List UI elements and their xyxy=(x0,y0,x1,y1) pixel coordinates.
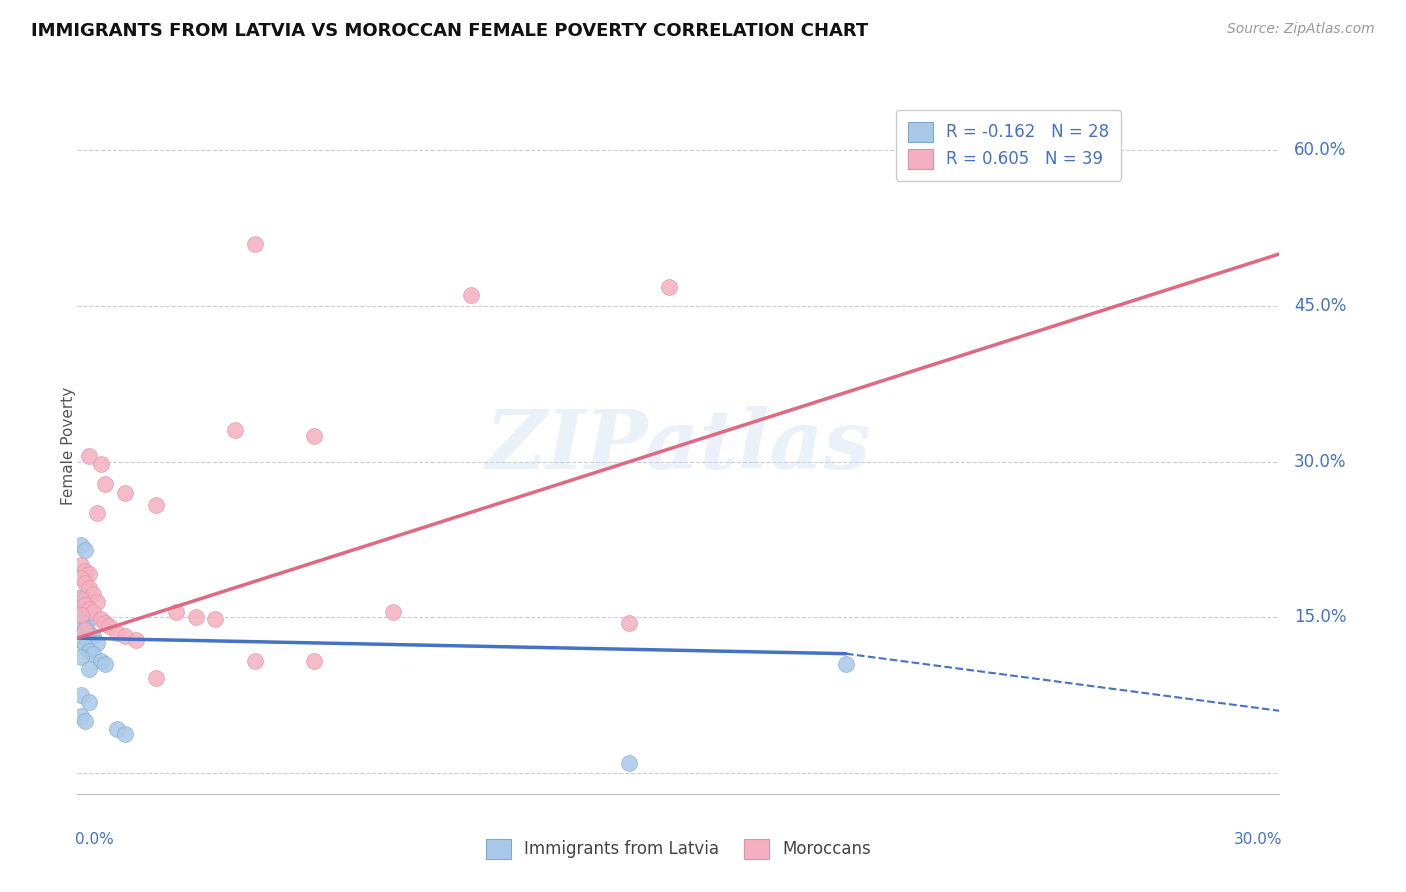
Point xyxy=(243,236,266,251)
Point xyxy=(75,640,97,654)
Text: 30.0%: 30.0% xyxy=(1233,832,1282,847)
Point xyxy=(94,657,117,671)
Point xyxy=(77,450,100,464)
Point xyxy=(302,428,325,442)
Point xyxy=(114,726,136,740)
Point xyxy=(302,654,325,668)
Point xyxy=(86,595,108,609)
Point xyxy=(70,605,93,619)
Point xyxy=(90,654,112,668)
Text: IMMIGRANTS FROM LATVIA VS MOROCCAN FEMALE POVERTY CORRELATION CHART: IMMIGRANTS FROM LATVIA VS MOROCCAN FEMAL… xyxy=(31,22,868,40)
Point xyxy=(77,581,100,595)
Text: 0.0%: 0.0% xyxy=(75,832,114,847)
Point xyxy=(165,605,187,619)
Point xyxy=(70,590,93,604)
Point xyxy=(460,288,482,302)
Text: 15.0%: 15.0% xyxy=(1294,608,1347,626)
Point xyxy=(86,507,108,521)
Point xyxy=(105,723,128,737)
Point xyxy=(145,498,167,512)
Point xyxy=(835,657,858,671)
Point xyxy=(617,615,640,630)
Point xyxy=(90,612,112,626)
Point xyxy=(70,615,93,630)
Point xyxy=(94,477,117,491)
Point xyxy=(86,636,108,650)
Point xyxy=(75,598,97,612)
Point xyxy=(70,558,93,573)
Point xyxy=(90,457,112,471)
Point xyxy=(75,564,97,578)
Point xyxy=(75,623,97,637)
Text: Source: ZipAtlas.com: Source: ZipAtlas.com xyxy=(1227,22,1375,37)
Point xyxy=(70,571,93,585)
Point xyxy=(75,714,97,729)
Point xyxy=(82,629,104,643)
Point xyxy=(70,538,93,552)
Point xyxy=(75,576,97,591)
Point xyxy=(94,615,117,630)
Point xyxy=(82,605,104,619)
Point xyxy=(75,621,97,635)
Point xyxy=(75,542,97,557)
Point xyxy=(381,605,404,619)
Point xyxy=(204,612,226,626)
Point xyxy=(70,709,93,723)
Point xyxy=(125,633,148,648)
Point xyxy=(75,591,97,606)
Legend: Immigrants from Latvia, Moroccans: Immigrants from Latvia, Moroccans xyxy=(479,832,877,865)
Point xyxy=(77,696,100,710)
Point xyxy=(243,654,266,668)
Point xyxy=(70,633,93,648)
Point xyxy=(77,566,100,581)
Point xyxy=(184,610,207,624)
Point xyxy=(77,643,100,657)
Point xyxy=(70,649,93,664)
Point xyxy=(145,671,167,685)
Point xyxy=(114,629,136,643)
Text: 45.0%: 45.0% xyxy=(1294,297,1347,315)
Point xyxy=(224,424,246,438)
Point xyxy=(82,587,104,601)
Text: ZIPatlas: ZIPatlas xyxy=(485,406,872,486)
Point xyxy=(82,647,104,661)
Text: 60.0%: 60.0% xyxy=(1294,141,1347,159)
Point xyxy=(77,626,100,640)
Point xyxy=(70,688,93,702)
Text: 30.0%: 30.0% xyxy=(1294,452,1347,471)
Point xyxy=(70,591,93,606)
Point xyxy=(75,608,97,623)
Point xyxy=(77,662,100,676)
Point xyxy=(77,612,100,626)
Y-axis label: Female Poverty: Female Poverty xyxy=(62,387,76,505)
Point xyxy=(97,618,120,632)
Point xyxy=(105,626,128,640)
Point xyxy=(70,608,93,623)
Point xyxy=(114,485,136,500)
Point xyxy=(657,280,679,294)
Point xyxy=(617,756,640,770)
Point xyxy=(77,602,100,616)
